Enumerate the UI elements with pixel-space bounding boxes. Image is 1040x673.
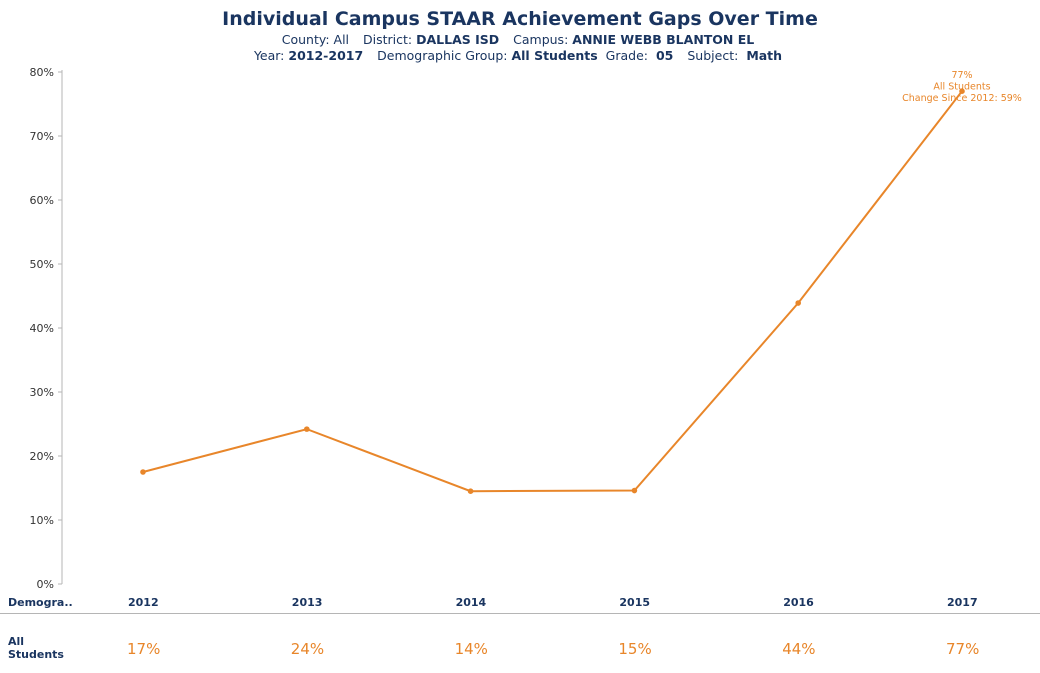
subject-value[interactable]: Math [746,48,783,63]
year-label: Year: [253,48,285,63]
year-column-header-2015[interactable]: 2015 [619,596,651,609]
demographic-column-header[interactable]: Demogra.. [8,596,73,609]
grade-label: Grade: [605,48,648,63]
chart-title: Individual Campus STAAR Achievement Gaps… [222,8,818,30]
y-tick-label: 30% [30,386,54,399]
y-tick-label: 10% [30,514,54,527]
district-value[interactable]: DALLAS ISD [416,32,500,47]
filter-line-2: Year: 2012-2017 Demographic Group: All S… [0,48,1040,63]
value-cell-2012: 17% [127,640,161,658]
y-tick-label: 50% [30,258,54,271]
demographic-label: Demographic Group: [377,48,508,63]
value-cell-2014: 14% [454,640,488,658]
value-cell-2015: 15% [618,640,652,658]
value-cell-2016: 44% [782,640,816,658]
y-tick-label: 40% [30,322,54,335]
table-divider [0,613,1040,614]
series-layer [140,88,965,495]
district-label: District: [363,32,413,47]
subject-label: Subject: [687,48,739,63]
value-cell-2013: 24% [290,640,325,658]
grade-value[interactable]: 05 [655,48,674,63]
y-tick-label: 60% [30,194,54,207]
series-line-all-students[interactable] [142,90,963,493]
row-label-line-2: Students [8,648,64,661]
annotation-line: Change Since 2012: 59% [902,93,1022,104]
table-header-row: Demogra.. 2012 2013 2014 2015 2016 2017 [0,594,1040,612]
campus-value[interactable]: ANNIE WEBB BLANTON EL [572,32,755,47]
demographic-value[interactable]: All Students [511,48,598,63]
year-column-header-2012[interactable]: 2012 [128,596,159,609]
annotation-line: 77% [951,70,972,81]
county-label: County: [281,32,330,47]
year-column-header-2017[interactable]: 2017 [947,596,978,609]
data-point-2014[interactable] [467,488,474,495]
data-point-2017[interactable] [959,88,965,94]
year-column-header-2013[interactable]: 2013 [291,596,323,609]
year-column-header-2016[interactable]: 2016 [783,596,814,609]
data-point-2013[interactable] [304,426,310,432]
y-axis: 0% 10% 20% 30% 40% 50% 60% 70% 80% [30,66,63,591]
annotation-line: All Students [933,82,990,93]
y-tick-label: 0% [37,578,54,591]
row-label-line-1: All [8,635,25,648]
table-row: All Students 17% 24% 14% 15% 44% 77% [0,630,1040,670]
campus-label: Campus: [513,32,569,47]
data-point-2012[interactable] [140,469,146,475]
county-value[interactable]: All [333,32,350,47]
row-label-all-students: All Students [8,635,68,661]
y-tick-label: 70% [30,130,54,143]
y-tick-label: 80% [30,66,54,79]
data-point-2016[interactable] [795,300,801,306]
filter-line-1: County: All District: DALLAS ISD Campus:… [0,32,1040,47]
year-column-header-2014[interactable]: 2014 [455,596,487,609]
value-cell-2017: 77% [946,640,980,658]
y-tick-label: 20% [30,450,54,463]
data-point-2015[interactable] [631,487,638,494]
line-chart: 0% 10% 20% 30% 40% 50% 60% 70% 80% 77%All Studen… [30,66,1022,591]
year-value[interactable]: 2012-2017 [288,48,364,63]
